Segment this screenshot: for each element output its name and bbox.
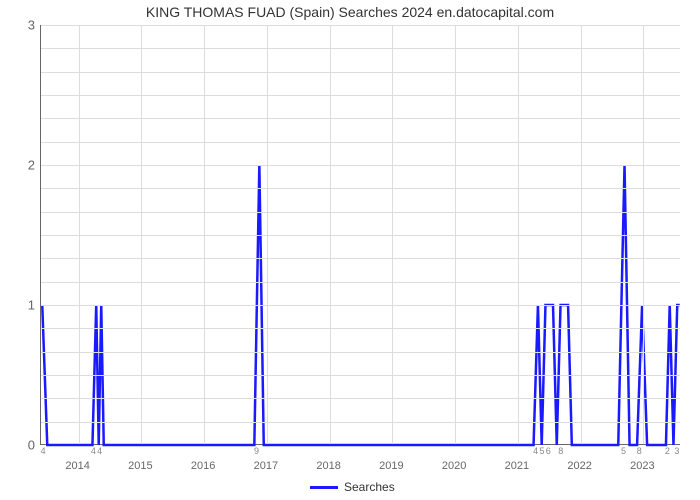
chart-title: KING THOMAS FUAD (Spain) Searches 2024 e… — [0, 4, 700, 20]
grid-line-h-minor — [41, 118, 680, 119]
x-tick-label: 2018 — [316, 460, 340, 472]
grid-line-h-minor — [41, 328, 680, 329]
y-tick-label: 2 — [5, 158, 35, 173]
x-tick-label: 2019 — [379, 460, 403, 472]
legend-swatch — [310, 486, 338, 489]
x-tick-label: 2016 — [191, 460, 215, 472]
grid-line-h-minor — [41, 95, 680, 96]
x-minor-label: 2 — [665, 446, 670, 456]
grid-line-h-minor — [41, 72, 680, 73]
x-minor-label: 4 — [91, 446, 96, 456]
y-tick-label: 0 — [5, 438, 35, 453]
grid-line-h-minor — [41, 142, 680, 143]
grid-line-v — [141, 25, 142, 444]
grid-line-h — [41, 165, 680, 166]
grid-line-h-minor — [41, 375, 680, 376]
grid-line-h-minor — [41, 48, 680, 49]
grid-line-h-minor — [41, 282, 680, 283]
grid-line-h-minor — [41, 258, 680, 259]
x-tick-label: 2017 — [254, 460, 278, 472]
x-minor-label: 8 — [558, 446, 563, 456]
grid-line-h-minor — [41, 212, 680, 213]
grid-line-h-minor — [41, 352, 680, 353]
legend-label: Searches — [344, 480, 395, 494]
x-minor-label: 6 — [546, 446, 551, 456]
grid-line-v — [581, 25, 582, 444]
plot-area — [40, 25, 680, 445]
x-minor-label: 3 — [674, 446, 679, 456]
grid-line-h-minor — [41, 235, 680, 236]
x-minor-label: 4 — [41, 446, 46, 456]
x-minor-label: 8 — [637, 446, 642, 456]
y-tick-label: 1 — [5, 298, 35, 313]
x-minor-label: 5 — [539, 446, 544, 456]
grid-line-v — [204, 25, 205, 444]
grid-line-v — [267, 25, 268, 444]
grid-line-v — [79, 25, 80, 444]
grid-line-v — [643, 25, 644, 444]
x-tick-label: 2015 — [128, 460, 152, 472]
grid-line-v — [455, 25, 456, 444]
x-minor-label: 9 — [254, 446, 259, 456]
grid-line-v — [330, 25, 331, 444]
x-minor-label: 4 — [97, 446, 102, 456]
grid-line-h-minor — [41, 188, 680, 189]
grid-line-v — [392, 25, 393, 444]
grid-line-h — [41, 25, 680, 26]
x-tick-label: 2020 — [442, 460, 466, 472]
grid-line-v — [518, 25, 519, 444]
x-tick-label: 2021 — [505, 460, 529, 472]
legend: Searches — [310, 480, 395, 494]
x-tick-label: 2014 — [65, 460, 89, 472]
y-tick-label: 3 — [5, 18, 35, 33]
x-tick-label: 2022 — [567, 460, 591, 472]
grid-line-h-minor — [41, 398, 680, 399]
x-minor-label: 4 — [533, 446, 538, 456]
x-minor-label: 5 — [621, 446, 626, 456]
chart-container: KING THOMAS FUAD (Spain) Searches 2024 e… — [0, 0, 700, 500]
grid-line-h — [41, 305, 680, 306]
x-tick-label: 2023 — [630, 460, 654, 472]
grid-line-h-minor — [41, 422, 680, 423]
